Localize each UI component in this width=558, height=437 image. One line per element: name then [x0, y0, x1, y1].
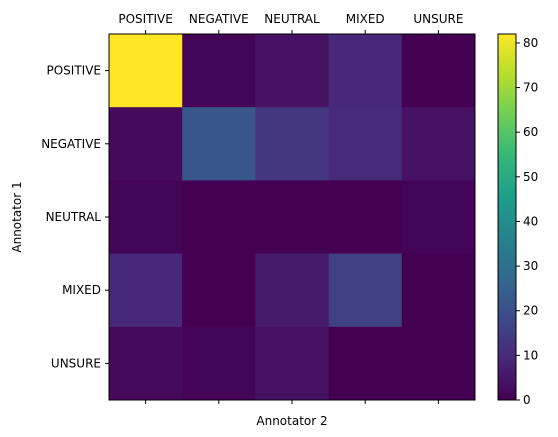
- colorbar-tick-label: 50: [523, 170, 538, 184]
- y-tick-label: NEUTRAL: [46, 210, 102, 224]
- heatmap-cell: [401, 180, 476, 255]
- y-tick-label: POSITIVE: [47, 64, 102, 78]
- heatmap-cell: [328, 34, 403, 108]
- colorbar: [497, 33, 517, 401]
- x-tick-label: MIXED: [346, 12, 385, 26]
- heatmap-cell: [401, 253, 476, 328]
- heatmap-cell: [255, 107, 330, 181]
- heatmap-cell: [401, 326, 476, 401]
- y-axis-title: Annotator 1: [10, 181, 24, 252]
- heatmap-cell: [328, 326, 403, 401]
- y-tick-label: MIXED: [62, 283, 101, 297]
- colorbar-tick-label: 0: [523, 393, 531, 407]
- colorbar-tick-label: 20: [523, 304, 538, 318]
- heatmap-cell: [255, 180, 330, 255]
- x-tick-label: NEUTRAL: [264, 12, 320, 26]
- x-axis-title: Annotator 2: [256, 414, 327, 428]
- heatmap-cell: [255, 34, 330, 108]
- heatmap-cell: [182, 107, 256, 181]
- heatmap-cell: [182, 253, 256, 328]
- heatmap-cells: [109, 34, 476, 401]
- heatmap-cell: [182, 180, 256, 255]
- heatmap-cell: [182, 34, 256, 108]
- colorbar-tick-label: 80: [523, 36, 538, 50]
- heatmap-cell: [328, 180, 403, 255]
- colorbar-ticks: 0 10 20 30 40 50 60 70 80: [516, 36, 538, 407]
- heatmap-cell: [109, 180, 183, 255]
- heatmap-cell: [255, 253, 330, 328]
- heatmap-cell: [328, 107, 403, 181]
- colorbar-tick-label: 60: [523, 125, 538, 139]
- heatmap-cell: [255, 326, 330, 401]
- heatmap-cell: [109, 326, 183, 401]
- heatmap-cell: [328, 253, 403, 328]
- x-axis: POSITIVE NEGATIVE NEUTRAL MIXED UNSURE: [118, 12, 463, 404]
- heatmap-cell: [109, 107, 183, 181]
- colorbar-tick-label: 70: [523, 81, 538, 95]
- y-tick-label: UNSURE: [51, 356, 101, 370]
- x-tick-label: UNSURE: [413, 12, 463, 26]
- heatmap-cell: [401, 107, 476, 181]
- heatmap-cell: [401, 34, 476, 108]
- colorbar-tick-label: 40: [523, 214, 538, 228]
- colorbar-tick-label: 10: [523, 348, 538, 362]
- heatmap-cell: [109, 34, 183, 108]
- colorbar-tick-label: 30: [523, 259, 538, 273]
- y-tick-label: NEGATIVE: [41, 137, 101, 151]
- x-tick-label: POSITIVE: [118, 12, 173, 26]
- heatmap-cell: [109, 253, 183, 328]
- heatmap-cell: [182, 326, 256, 401]
- y-axis: POSITIVE NEGATIVE NEUTRAL MIXED UNSURE: [41, 64, 109, 370]
- x-tick-label: NEGATIVE: [189, 12, 249, 26]
